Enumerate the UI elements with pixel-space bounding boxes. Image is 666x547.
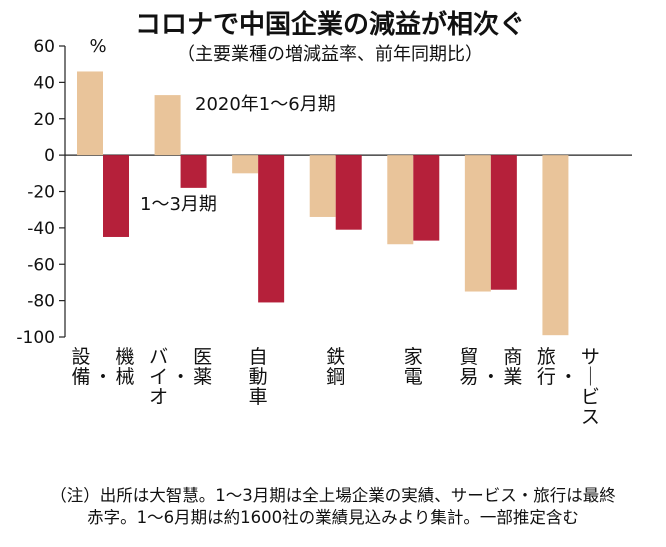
bar-q1 [258,155,285,303]
x-category-label: 医 [193,346,212,368]
x-category-label: ス [581,406,600,428]
bar-q1 [413,155,440,241]
x-category-label: 車 [249,386,268,408]
bar-first-half [232,155,259,174]
x-category-label: 商 [503,346,522,368]
x-category-label: 家 [404,346,423,368]
y-tick-label: -100 [16,328,55,348]
x-category-label: ・ [171,366,190,388]
legend-label-first-half: 2020年1〜6月期 [195,94,336,115]
bar-q1 [335,155,362,230]
x-category-label: 旅 [537,346,556,368]
x-category-label: 備 [71,366,90,388]
x-category-label: サ [581,346,600,368]
x-category-label: ・ [481,366,500,388]
x-category-label: 薬 [193,366,212,388]
x-category-label: オ [149,386,168,408]
x-category-label: ｜ [581,366,600,388]
y-tick-label: -20 [27,183,55,203]
y-tick-label: 0 [44,146,55,166]
x-category-label: 動 [249,366,268,388]
y-axis-unit: % [89,36,106,57]
legend-label-q1: 1〜3月期 [140,194,217,215]
y-tick-label: 20 [33,110,55,130]
x-category-label: 易 [459,366,478,388]
x-category-label: 鋼 [326,366,345,388]
y-tick-label: 40 [33,73,55,93]
y-tick-label: -60 [27,255,55,275]
x-category-label: イ [149,366,168,388]
x-category-label: 貿 [459,346,478,368]
chart-subtitle: （主要業種の増減益率、前年同期比） [177,44,483,65]
x-category-label: ・ [559,366,578,388]
x-category-label: バ [149,346,168,368]
x-category-label: 機 [115,346,134,368]
bar-q1 [180,155,207,188]
x-category-label: 設 [71,346,90,368]
bar-first-half [77,71,103,156]
bar-q1 [103,155,129,237]
y-tick-label: -80 [27,292,55,312]
y-tick-label: -40 [27,219,55,239]
x-category-label: 鉄 [326,346,345,368]
chart-title: コロナで中国企業の減益が相次ぐ [135,9,525,40]
x-category-label: 業 [503,366,522,388]
bar-first-half [464,155,491,292]
bar-first-half [387,155,414,245]
y-tick-label: 60 [33,37,55,57]
footnote-line-2: 赤字。1〜6月期は約1600社の業績見込みより集計。一部推定含む [87,508,579,527]
bar-first-half [309,155,336,217]
x-category-label: 行 [537,366,556,388]
x-category-label: ビ [581,386,600,408]
x-category-label: 電 [404,366,423,388]
bar-first-half [154,95,181,156]
x-category-label: 自 [249,346,268,368]
bar-first-half [542,155,569,336]
footnote-line-1: （注）出所は大智慧。1〜3月期は全上場企業の実績、サービス・旅行は最終 [50,486,616,505]
bar-q1 [490,155,517,290]
x-category-label: 械 [115,366,134,388]
x-category-label: ・ [93,366,112,388]
